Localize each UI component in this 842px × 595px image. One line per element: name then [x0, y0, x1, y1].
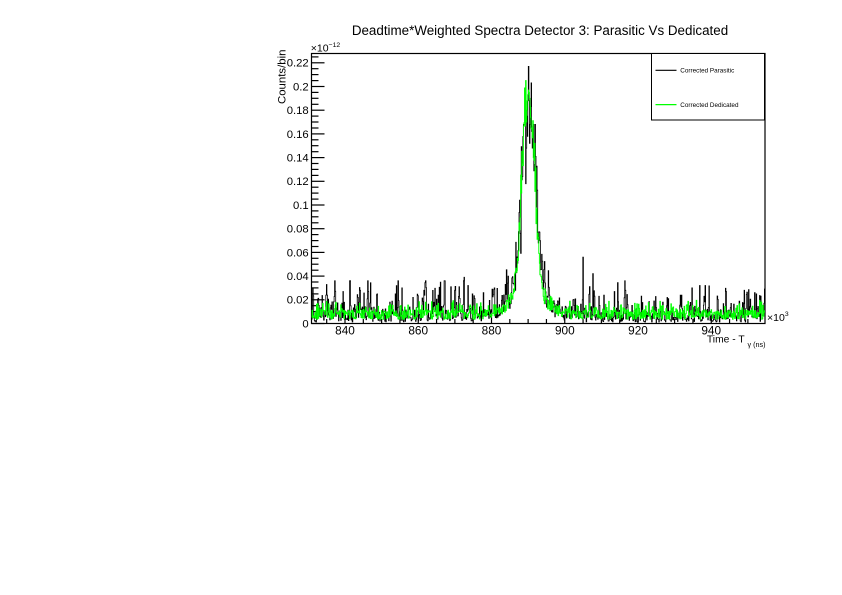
svg-text:840: 840 — [335, 324, 355, 338]
svg-text:940: 940 — [701, 324, 721, 338]
svg-text:0.1: 0.1 — [293, 200, 309, 212]
svg-text:×103: ×103 — [767, 311, 789, 324]
svg-text:Counts/bin: Counts/bin — [277, 50, 289, 104]
svg-text:920: 920 — [628, 324, 648, 338]
svg-text:Time - T: Time - T — [707, 334, 745, 345]
svg-text:Corrected Dedicated: Corrected Dedicated — [680, 102, 739, 109]
svg-text:900: 900 — [555, 324, 575, 338]
svg-text:Corrected Parasitic: Corrected Parasitic — [680, 68, 734, 75]
svg-text:0.08: 0.08 — [287, 224, 309, 236]
svg-text:0: 0 — [302, 318, 308, 330]
svg-text:0.14: 0.14 — [287, 153, 309, 165]
svg-text:0.04: 0.04 — [287, 271, 309, 283]
svg-text:γ (ns): γ (ns) — [748, 340, 766, 349]
svg-text:0.02: 0.02 — [287, 295, 309, 307]
svg-text:860: 860 — [408, 324, 428, 338]
svg-text:0.16: 0.16 — [287, 129, 309, 141]
svg-text:0.06: 0.06 — [287, 247, 309, 259]
svg-text:0.2: 0.2 — [293, 81, 309, 93]
svg-text:Deadtime*Weighted Spectra Dete: Deadtime*Weighted Spectra Detector 3: Pa… — [352, 23, 728, 38]
svg-text:880: 880 — [482, 324, 502, 338]
svg-text:0.22: 0.22 — [287, 58, 309, 70]
svg-text:0.12: 0.12 — [287, 176, 309, 188]
svg-text:0.18: 0.18 — [287, 105, 309, 117]
